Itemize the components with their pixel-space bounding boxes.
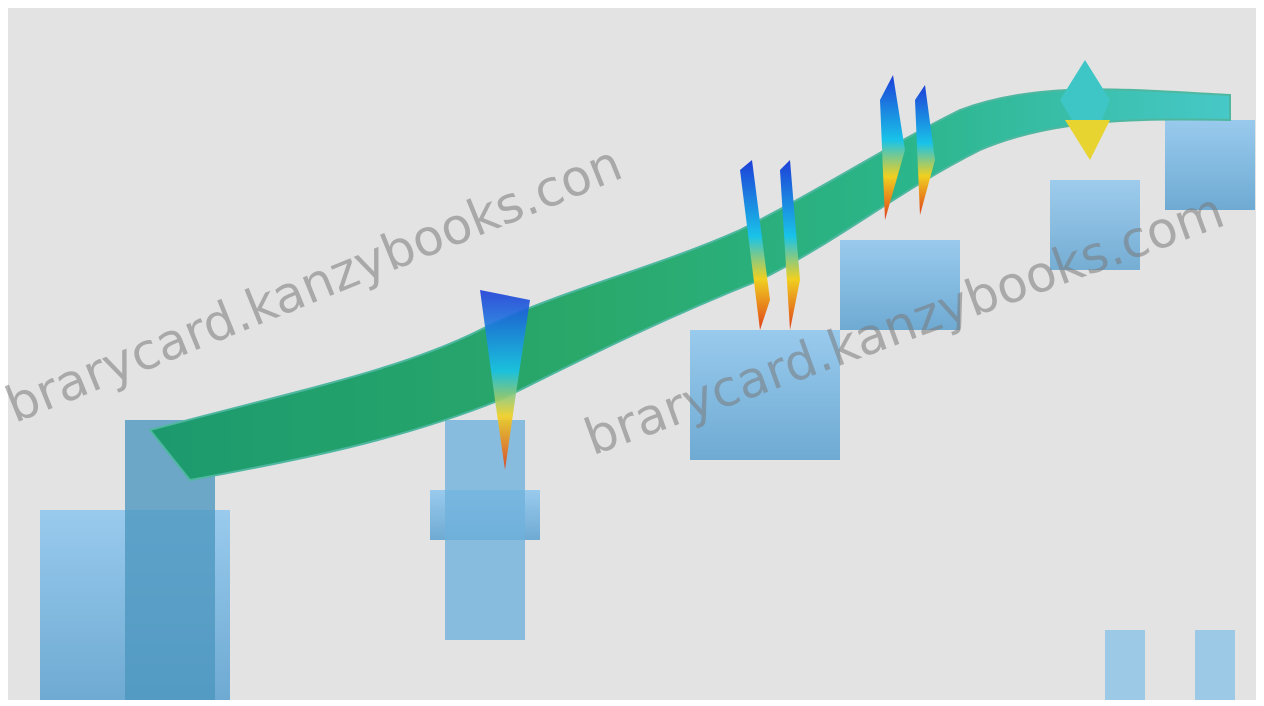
pier [1050, 180, 1140, 270]
spike [1065, 120, 1110, 160]
spike [740, 160, 770, 330]
spike [880, 75, 905, 220]
stress-spikes [480, 60, 1110, 470]
spike [780, 160, 800, 330]
pier [840, 240, 960, 330]
pier [1105, 630, 1145, 700]
pier [1165, 120, 1255, 210]
pier [1195, 630, 1235, 700]
pier [690, 330, 840, 460]
bridge-deck [148, 88, 1231, 482]
spike [480, 290, 530, 470]
pier [445, 420, 525, 640]
spike [915, 85, 935, 215]
